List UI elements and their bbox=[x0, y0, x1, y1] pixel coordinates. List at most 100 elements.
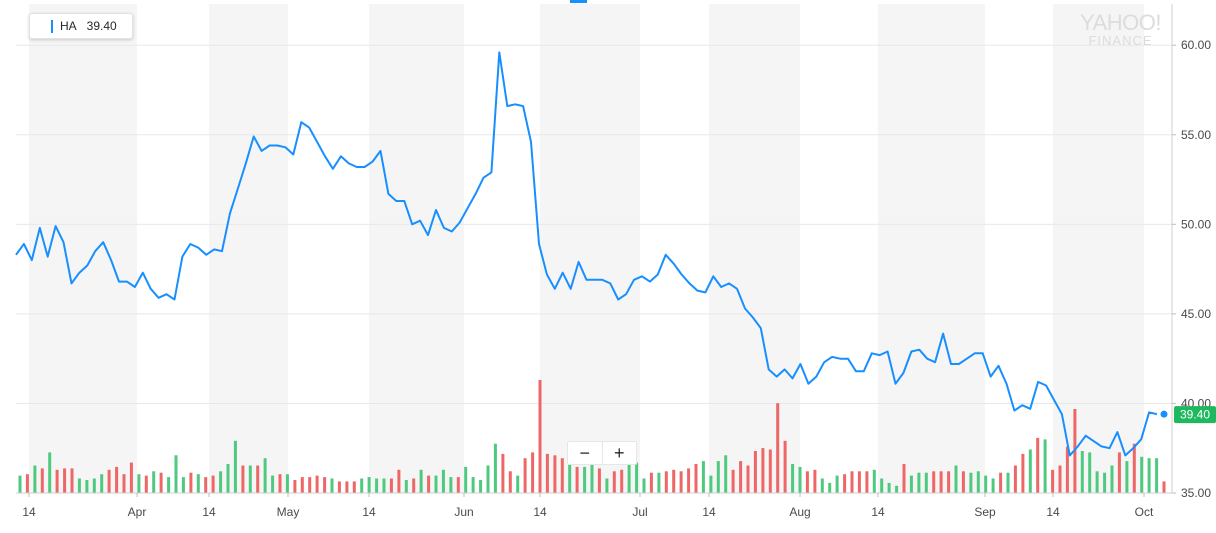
x-tick-label: 14 bbox=[22, 505, 36, 519]
shaded-band-2 bbox=[369, 4, 464, 493]
volume-bar bbox=[1111, 466, 1114, 494]
volume-bar bbox=[323, 477, 326, 493]
volume-bar bbox=[799, 467, 802, 493]
yahoo-finance-logo: YAHOO! FINANCE bbox=[1073, 12, 1168, 48]
x-tick-label: 14 bbox=[533, 505, 547, 519]
volume-bar bbox=[182, 477, 185, 493]
volume-bar bbox=[598, 468, 601, 493]
volume-bar bbox=[63, 468, 66, 493]
volume-bar bbox=[776, 403, 779, 493]
x-tick-label: Jul bbox=[632, 505, 647, 519]
volume-bar bbox=[650, 473, 653, 493]
zoom-out-button[interactable]: − bbox=[568, 442, 602, 464]
volume-bar bbox=[754, 451, 757, 493]
volume-bar bbox=[442, 470, 445, 493]
volume-bar bbox=[204, 477, 207, 493]
volume-bar bbox=[108, 470, 111, 493]
volume-bar bbox=[345, 481, 348, 493]
volume-bar bbox=[33, 466, 36, 494]
volume-bar bbox=[702, 461, 705, 493]
last-value-marker: 39.40 bbox=[1161, 406, 1216, 423]
volume-bar bbox=[739, 461, 742, 493]
volume-bar bbox=[308, 477, 311, 493]
volume-bar bbox=[791, 464, 794, 493]
volume-bar bbox=[680, 471, 683, 493]
volume-bar bbox=[546, 454, 549, 493]
shaded-band-4 bbox=[709, 4, 800, 493]
volume-bar bbox=[494, 444, 497, 493]
zoom-controls: − + bbox=[567, 441, 637, 465]
volume-bar bbox=[828, 483, 831, 493]
last-value-label: 39.40 bbox=[1180, 408, 1210, 422]
y-tick-label: 55.00 bbox=[1181, 128, 1211, 142]
volume-bar bbox=[1059, 466, 1062, 494]
volume-bar bbox=[375, 479, 378, 494]
volume-bar bbox=[903, 464, 906, 493]
volume-bar bbox=[836, 476, 839, 493]
volume-bar bbox=[130, 463, 133, 493]
volume-bar bbox=[56, 470, 59, 493]
shaded-band-5 bbox=[878, 4, 985, 493]
volume-bar bbox=[977, 471, 980, 493]
volume-bar bbox=[301, 477, 304, 493]
volume-bar bbox=[999, 473, 1002, 493]
volume-bar bbox=[115, 467, 118, 493]
volume-bar bbox=[1155, 458, 1158, 493]
x-tick-label: Apr bbox=[128, 505, 147, 519]
volume-bar bbox=[591, 463, 594, 493]
volume-bar bbox=[984, 476, 987, 493]
y-tick-label: 35.00 bbox=[1181, 486, 1211, 500]
volume-bar bbox=[628, 461, 631, 493]
volume-bar bbox=[524, 458, 527, 493]
volume-bar bbox=[1051, 470, 1054, 493]
x-tick-label: May bbox=[277, 505, 300, 519]
series-color-swatch bbox=[51, 20, 53, 33]
volume-bar bbox=[1044, 439, 1047, 493]
logo-line-2: FINANCE bbox=[1073, 34, 1168, 48]
volume-bar bbox=[932, 471, 935, 493]
volume-bar bbox=[48, 452, 51, 493]
volume-bar bbox=[368, 477, 371, 493]
y-tick-label: 45.00 bbox=[1181, 307, 1211, 321]
volume-bar bbox=[405, 480, 408, 493]
volume-bar bbox=[821, 479, 824, 494]
zoom-in-button[interactable]: + bbox=[603, 442, 637, 464]
volume-bar bbox=[360, 479, 363, 494]
volume-bar bbox=[1096, 471, 1099, 493]
x-tick-label: 14 bbox=[702, 505, 716, 519]
volume-bar bbox=[531, 452, 534, 493]
x-tick-label: Sep bbox=[974, 505, 996, 519]
volume-bar bbox=[331, 479, 334, 494]
ticker-legend[interactable]: HA 39.40 bbox=[29, 13, 133, 39]
volume-bar bbox=[249, 466, 252, 494]
volume-bar bbox=[197, 474, 200, 493]
volume-bar bbox=[813, 470, 816, 493]
volume-bar bbox=[568, 464, 571, 493]
volume-bar bbox=[516, 476, 519, 493]
volume-bar bbox=[657, 473, 660, 493]
volume-bar bbox=[487, 466, 490, 494]
volume-bar bbox=[888, 483, 891, 493]
volume-bar bbox=[464, 467, 467, 493]
volume-bar bbox=[256, 466, 259, 494]
shaded-band-6 bbox=[1053, 4, 1144, 493]
volume-bar bbox=[293, 480, 296, 493]
volume-bar bbox=[93, 479, 96, 494]
volume-bar bbox=[1081, 451, 1084, 493]
volume-bar bbox=[1088, 452, 1091, 493]
volume-bar bbox=[234, 441, 237, 493]
volume-bar bbox=[175, 455, 178, 493]
volume-bar bbox=[41, 468, 44, 493]
volume-bar bbox=[539, 380, 542, 493]
volume-bar bbox=[420, 470, 423, 493]
volume-bar bbox=[479, 480, 482, 493]
volume-bar bbox=[940, 471, 943, 493]
volume-bar bbox=[583, 467, 586, 493]
volume-bar bbox=[561, 458, 564, 493]
x-tick-label: 14 bbox=[202, 505, 216, 519]
volume-bar bbox=[338, 481, 341, 493]
volume-bar bbox=[687, 468, 690, 493]
volume-bar bbox=[635, 463, 638, 493]
volume-bar bbox=[969, 473, 972, 493]
